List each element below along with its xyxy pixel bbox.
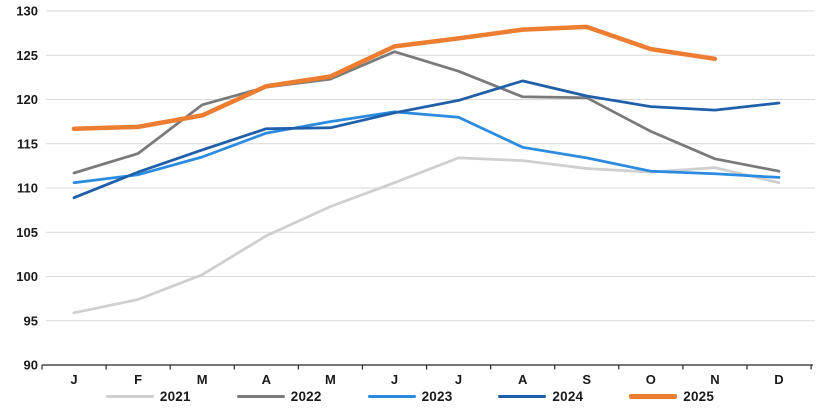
- legend-swatch-2024: [498, 395, 547, 398]
- y-axis-labels: 90 95 100 105 110 115 120 125 130: [16, 4, 38, 373]
- gridlines: [46, 10, 815, 322]
- x-tick-label-7: J: [455, 372, 462, 387]
- y-tick-label-115: 115: [17, 136, 38, 151]
- legend: 2021 2022 2023 2024 2025: [0, 389, 820, 404]
- legend-item-2022[interactable]: 2022: [236, 389, 322, 404]
- x-tick-label-10: O: [646, 372, 656, 387]
- x-tick-label-11: N: [710, 372, 719, 387]
- legend-item-2024[interactable]: 2024: [498, 389, 583, 404]
- series-lines: [71, 24, 781, 315]
- legend-label-2021: 2021: [159, 389, 191, 404]
- x-tick-label-2: F: [134, 372, 142, 387]
- y-tick-label-105: 105: [16, 225, 38, 240]
- y-tick-label-90: 90: [24, 358, 38, 373]
- series-line-2024: [72, 79, 781, 200]
- legend-label-2023: 2023: [421, 389, 453, 404]
- x-tick-label-5: M: [325, 372, 336, 387]
- legend-swatch-2025: [629, 394, 678, 399]
- legend-label-2025: 2025: [683, 389, 715, 404]
- y-tick-label-95: 95: [24, 313, 38, 328]
- y-tick-label-120: 120: [16, 92, 38, 107]
- x-tick-label-6: J: [391, 372, 398, 387]
- series-line-2025: [71, 24, 718, 131]
- legend-item-2025[interactable]: 2025: [629, 389, 714, 404]
- x-tick-label-3: M: [197, 372, 208, 387]
- x-axis: [41, 364, 813, 370]
- series-line-2022: [72, 50, 781, 175]
- series-line-2021: [72, 156, 781, 315]
- legend-label-2024: 2024: [552, 389, 584, 404]
- legend-swatch-2022: [236, 395, 285, 398]
- x-tick-label-9: S: [582, 372, 591, 387]
- y-tick-label-125: 125: [16, 48, 38, 63]
- legend-swatch-2023: [367, 395, 416, 398]
- series-line-2023: [72, 110, 781, 185]
- y-tick-label-110: 110: [17, 181, 38, 196]
- legend-item-2021[interactable]: 2021: [105, 389, 191, 404]
- legend-swatch-2021: [105, 395, 154, 398]
- x-tick-label-12: D: [774, 372, 783, 387]
- legend-label-2022: 2022: [290, 389, 322, 404]
- x-tick-label-4: A: [262, 372, 272, 387]
- x-tick-label-1: J: [70, 372, 77, 387]
- y-tick-label-130: 130: [16, 4, 38, 19]
- legend-item-2023[interactable]: 2023: [367, 389, 453, 404]
- x-tick-label-8: A: [518, 372, 528, 387]
- line-chart: 90 95 100 105 110 115 120 125 130 J F M A M J J A S O N D: [16, 4, 815, 387]
- y-tick-label-100: 100: [16, 269, 38, 284]
